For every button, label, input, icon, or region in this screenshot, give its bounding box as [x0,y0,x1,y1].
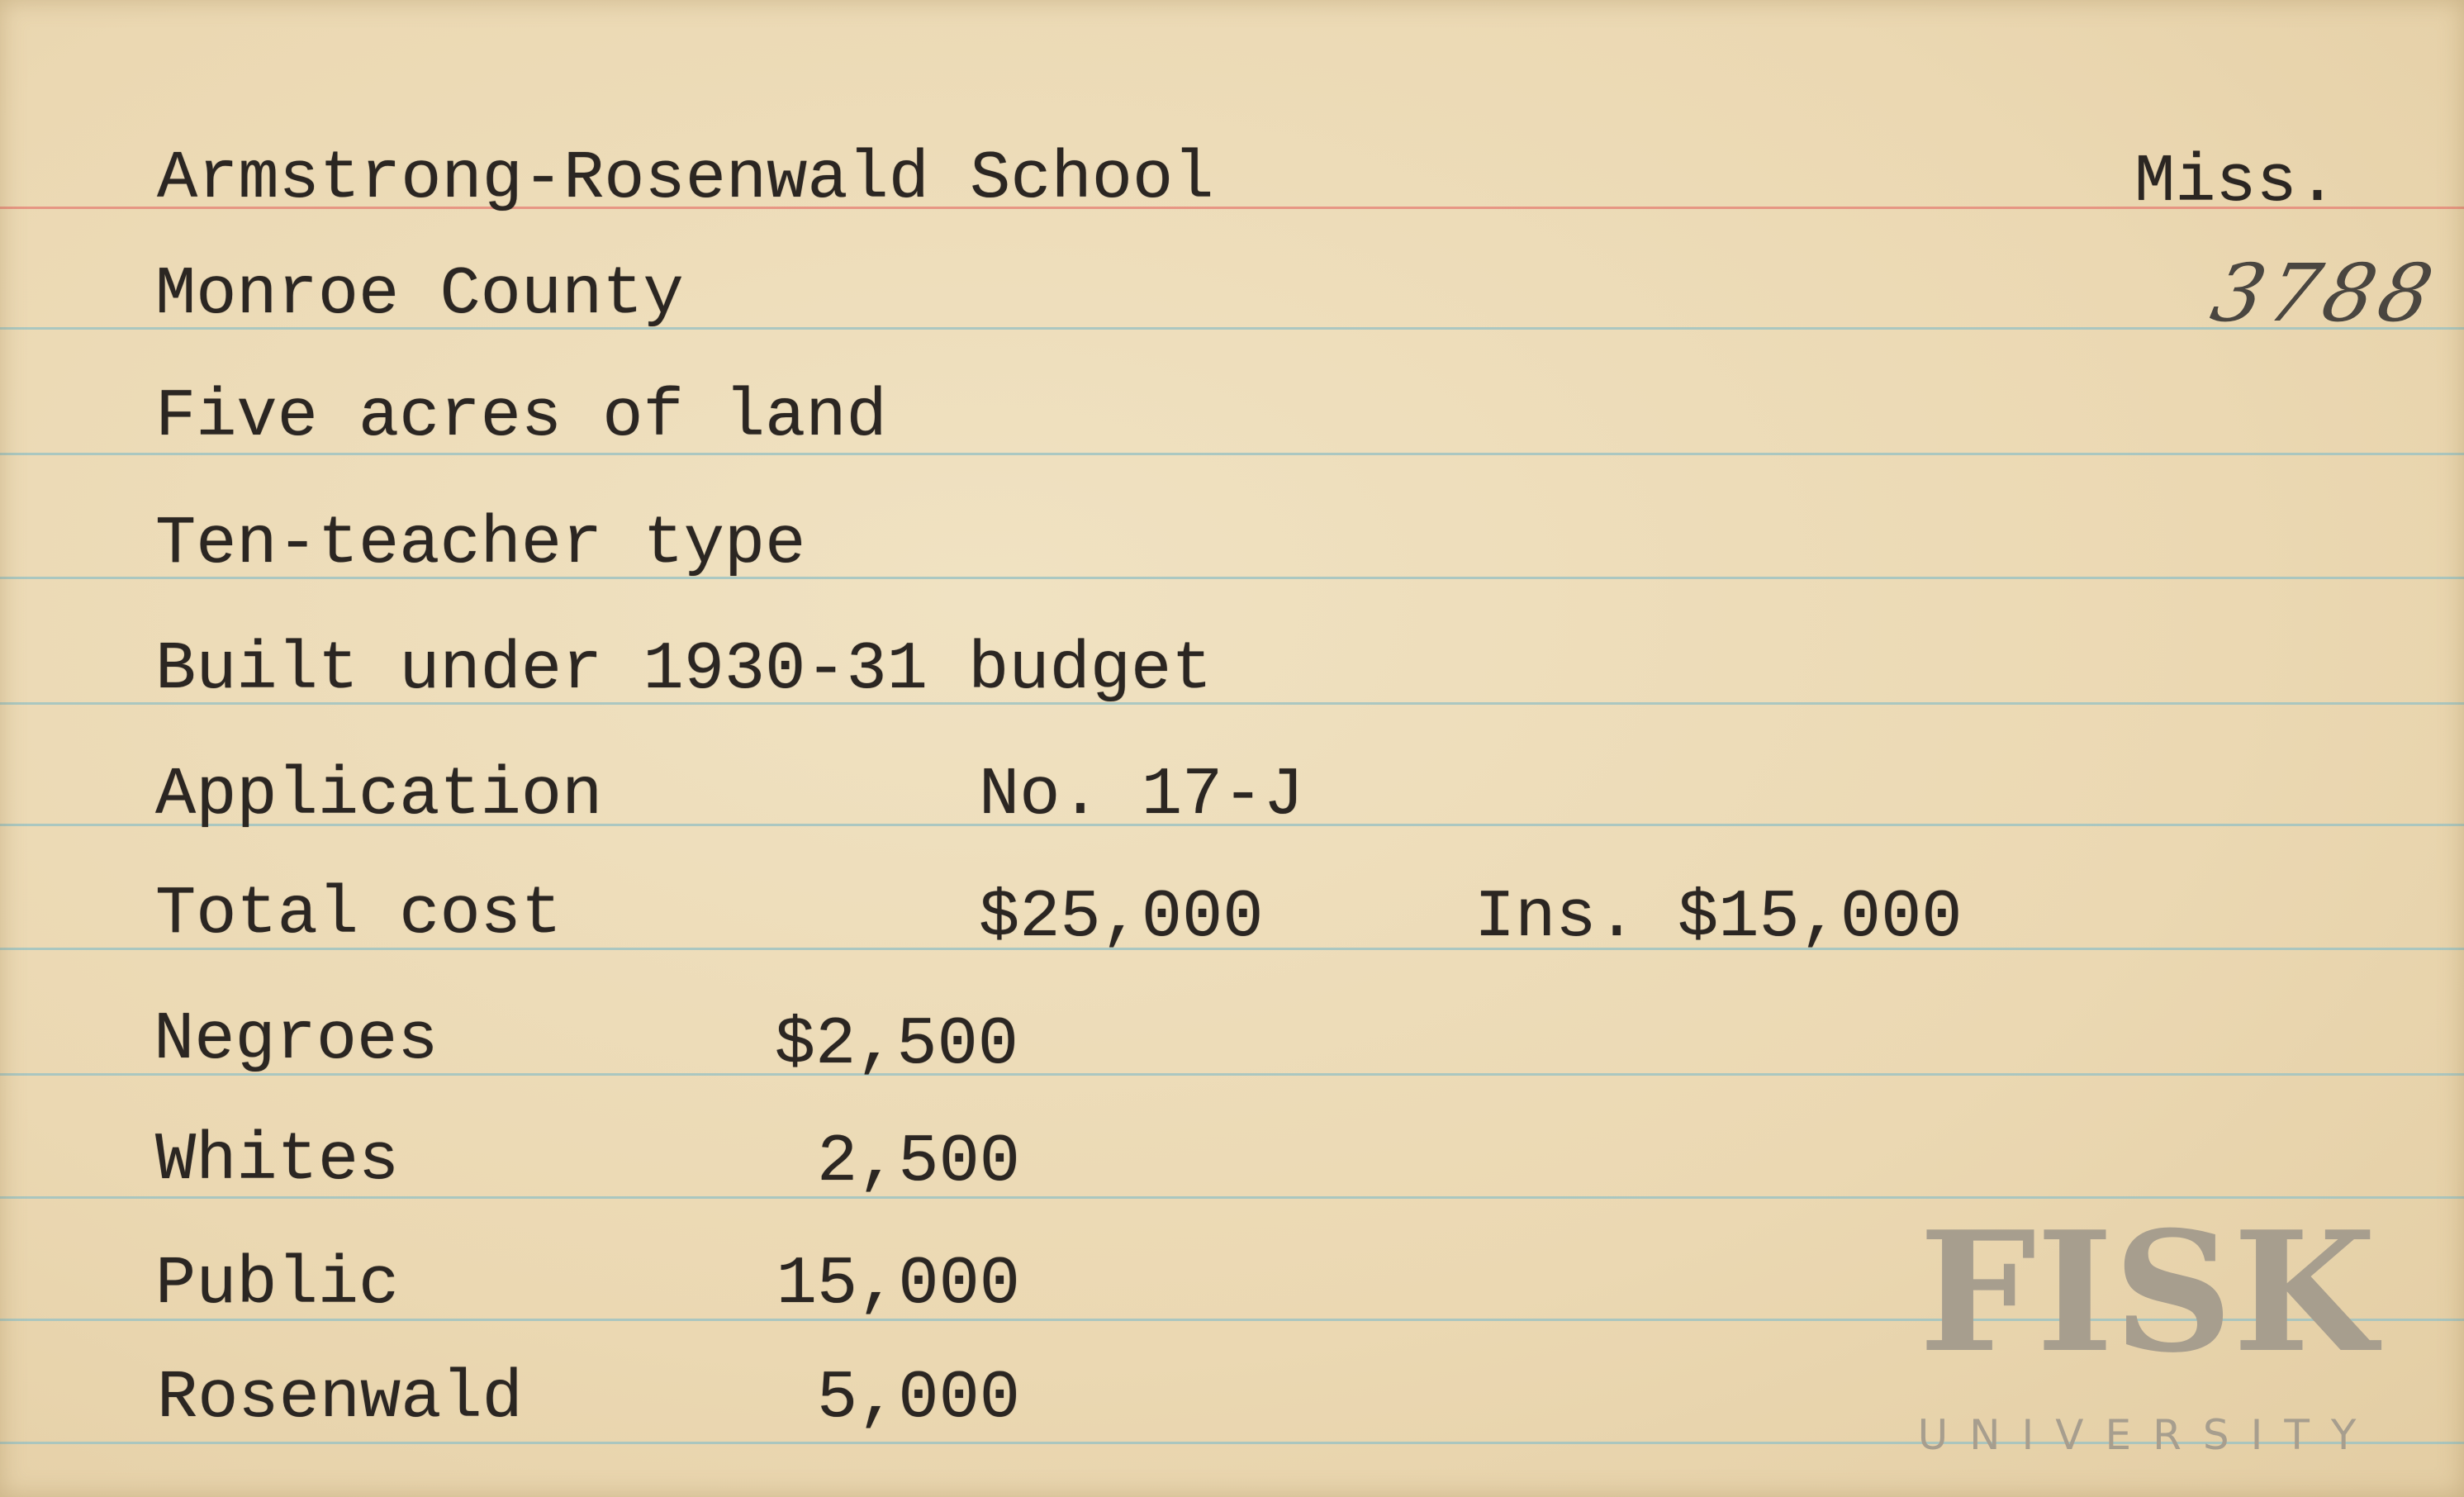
red-rule-line [0,207,2464,209]
insurance: Ins. $15,000 [1474,879,1963,956]
contribution-label: Whites [155,1122,400,1199]
contribution-label: Public [155,1246,400,1323]
contribution-amount: 15,000 [776,1246,1020,1323]
rule-line [0,948,2464,950]
contribution-label: Negroes [154,1001,439,1078]
rule-line [0,577,2464,579]
contribution-amount: 2,500 [816,1124,1020,1200]
rule-line [0,1319,2464,1321]
land: Five acres of land [155,378,887,455]
school-name: Armstrong-Rosenwald School [157,140,1214,217]
handwritten-number: 3788 [2204,247,2446,340]
total-cost: $25,000 [979,879,1264,956]
rule-line [0,327,2464,330]
rule-line [0,453,2464,455]
application-label: Application [155,757,603,834]
rule-line [0,1442,2464,1444]
rule-line [0,824,2464,826]
watermark-name: FISK [1919,1195,2376,1390]
budget: Built under 1930-31 budget [155,631,1213,708]
total-cost-label: Total cost [155,876,563,953]
school-type: Ten-teacher type [155,506,806,582]
state: Miss. [2134,144,2338,221]
rule-line [0,1196,2464,1199]
application-number: No. 17-J [979,757,1304,834]
rule-line [0,702,2464,705]
county: Monroe County [155,256,684,333]
watermark-subtitle: UNIVERSITY [1917,1411,2378,1459]
contribution-amount: 5,000 [816,1360,1020,1437]
rule-line [0,1073,2464,1076]
contribution-label: Rosenwald [157,1360,523,1437]
contribution-amount: $2,500 [774,1006,1018,1083]
